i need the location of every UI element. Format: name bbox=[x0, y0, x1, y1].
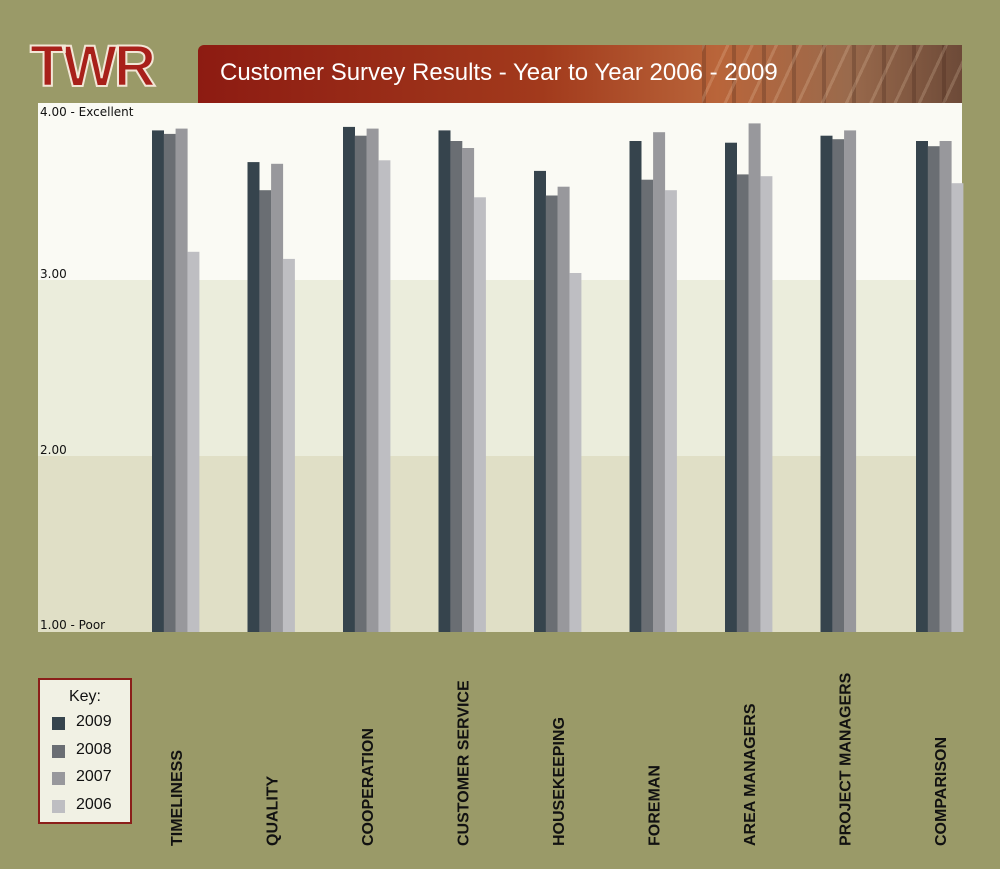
legend-swatch bbox=[52, 717, 65, 730]
x-tick-label: FOREMAN bbox=[647, 765, 664, 846]
bar-2006-area-managers bbox=[760, 176, 773, 632]
bar-2008-housekeeping bbox=[545, 195, 558, 632]
bar-2006-timeliness bbox=[187, 251, 200, 633]
bar-2008-quality bbox=[259, 190, 272, 632]
bar-2008-comparison bbox=[927, 146, 940, 632]
legend: Key: 2009 2008 2007 2006 bbox=[38, 678, 132, 824]
legend-swatch bbox=[52, 800, 65, 813]
bar-2007-quality bbox=[271, 163, 284, 633]
bar-2009-comparison bbox=[916, 141, 928, 632]
y-axis-ticks: 4.00 - Excellent 3.00 2.00 1.00 - Poor bbox=[40, 105, 134, 632]
bar-2007-comparison bbox=[939, 141, 952, 632]
bar-2006-quality bbox=[282, 258, 295, 632]
x-tick-label: TIMELINESS bbox=[169, 750, 186, 846]
x-tick-label: AREA MANAGERS bbox=[742, 703, 759, 846]
legend-swatch bbox=[52, 772, 65, 785]
bar-2009-housekeeping bbox=[534, 170, 546, 632]
bar-2009-cooperation bbox=[343, 126, 355, 633]
bar-2008-area-managers bbox=[736, 174, 749, 632]
twr-logo: TWR bbox=[29, 34, 157, 99]
legend-label: 2009 bbox=[76, 713, 112, 730]
bar-2007-area-managers bbox=[748, 123, 761, 633]
bar-2006-foreman bbox=[664, 190, 677, 632]
bar-2009-customer-service bbox=[438, 130, 451, 632]
bar-2006-housekeeping bbox=[569, 273, 582, 632]
bar-2007-housekeeping bbox=[557, 186, 570, 632]
bar-2009-project-managers bbox=[820, 135, 833, 632]
bar-2007-timeliness bbox=[175, 128, 188, 632]
bar-2009-quality bbox=[247, 162, 260, 632]
legend-label: 2008 bbox=[76, 741, 112, 758]
x-tick-label: COOPERATION bbox=[360, 728, 377, 846]
bar-2006-cooperation bbox=[378, 160, 391, 633]
chart-title: Customer Survey Results - Year to Year 2… bbox=[220, 59, 778, 86]
y-tick-label: 3.00 bbox=[40, 267, 67, 281]
bar-2007-foreman bbox=[653, 132, 666, 632]
plot-band bbox=[38, 103, 962, 280]
bar-2008-cooperation bbox=[354, 135, 367, 632]
bar-2007-customer-service bbox=[462, 148, 475, 632]
x-tick-label: HOUSEKEEPING bbox=[551, 717, 568, 846]
bar-2008-foreman bbox=[641, 179, 654, 632]
legend-title: Key: bbox=[68, 688, 101, 705]
title-banner: Customer Survey Results - Year to Year 2… bbox=[198, 45, 962, 103]
x-tick-label: CUSTOMER SERVICE bbox=[456, 680, 473, 846]
x-tick-label: COMPARISON bbox=[933, 737, 950, 846]
bar-2007-project-managers bbox=[844, 130, 857, 632]
title-banner-image bbox=[702, 45, 962, 103]
legend-label: 2006 bbox=[76, 796, 112, 813]
y-tick-label: 2.00 bbox=[40, 443, 67, 457]
legend-label: 2007 bbox=[76, 768, 112, 785]
bar-2008-timeliness bbox=[163, 133, 176, 632]
legend-swatch bbox=[52, 745, 65, 758]
bar-2006-customer-service bbox=[473, 197, 486, 633]
x-tick-label: QUALITY bbox=[265, 775, 282, 846]
bar-2009-foreman bbox=[629, 141, 642, 632]
y-tick-label: 1.00 - Poor bbox=[40, 618, 105, 632]
bar-group bbox=[152, 123, 964, 633]
bar-2008-project-managers bbox=[832, 139, 845, 632]
x-axis-categories: TIMELINESS QUALITY COOPERATION CUSTOMER SER… bbox=[169, 672, 950, 846]
y-tick-label: 4.00 - Excellent bbox=[40, 105, 134, 119]
bar-2007-cooperation bbox=[366, 128, 379, 632]
bar-2009-timeliness bbox=[152, 130, 164, 632]
bar-2009-area-managers bbox=[725, 142, 737, 632]
x-tick-label: PROJECT MANAGERS bbox=[838, 672, 855, 846]
bar-2006-comparison bbox=[951, 183, 964, 632]
bar-2008-customer-service bbox=[450, 141, 463, 632]
